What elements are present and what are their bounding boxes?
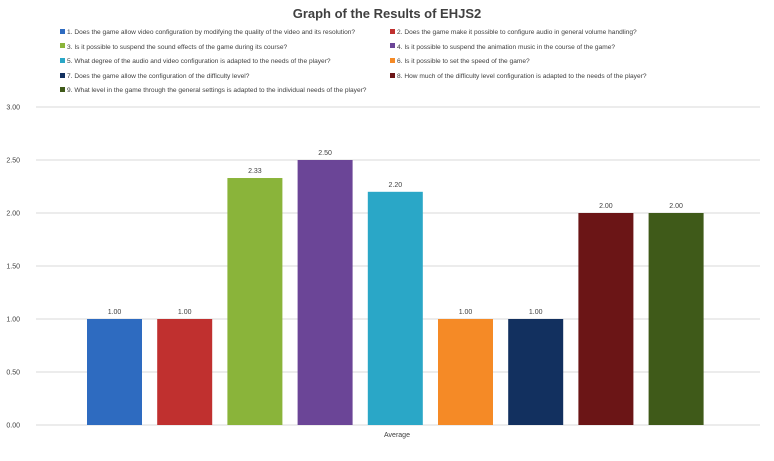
- legend-item-8: 8. How much of the difficulty level conf…: [390, 72, 647, 81]
- legend-swatch: [390, 43, 395, 49]
- y-tick-label: 0.00: [6, 423, 20, 430]
- bar-3: [227, 178, 283, 425]
- legend-item-3: 3. Is it possible to suspend the sound e…: [60, 43, 287, 52]
- x-category-label: Average: [384, 432, 410, 439]
- legend-swatch: [60, 87, 65, 93]
- y-tick-label: 2.00: [6, 211, 20, 218]
- data-label-9: 2.00: [669, 203, 683, 210]
- bar-8: [578, 213, 634, 425]
- chart-title: Graph of the Results of EHJS2: [292, 6, 482, 21]
- legend-swatch: [390, 28, 395, 34]
- data-label-5: 2.20: [388, 182, 402, 189]
- data-label-2: 1.00: [178, 309, 192, 316]
- data-label-4: 2.50: [318, 150, 332, 157]
- legend-item-9: 9. What level in the game through the ge…: [60, 86, 366, 95]
- data-label-8: 2.00: [599, 203, 613, 210]
- legend-item-1: 1. Does the game allow video configurati…: [60, 28, 355, 37]
- legend-label: 2. Does the game make it possible to con…: [397, 29, 637, 36]
- legend-item-6: 6. Is it possible to set the speed of th…: [390, 57, 530, 66]
- legend-label: 8. How much of the difficulty level conf…: [397, 72, 647, 80]
- y-tick-label: 1.50: [6, 264, 20, 271]
- legend-label: 1. Does the game allow video configurati…: [67, 29, 356, 36]
- bar-7: [508, 319, 564, 425]
- bar-4: [297, 160, 353, 425]
- bar-6: [438, 319, 493, 425]
- data-label-7: 1.00: [529, 309, 543, 316]
- legend-label: 6. Is it possible to set the speed of th…: [397, 58, 530, 66]
- legend-swatch: [390, 57, 395, 63]
- legend-label: 3. Is it possible to suspend the sound e…: [67, 43, 288, 51]
- data-label-1: 1.00: [108, 309, 122, 316]
- legend-swatch: [60, 72, 65, 78]
- y-tick-label: 3.00: [6, 105, 20, 112]
- legend-label: 9. What level in the game through the ge…: [67, 87, 367, 95]
- legend-item-4: 4. Is it possible to suspend the animati…: [390, 43, 615, 52]
- legend-item-2: 2. Does the game make it possible to con…: [390, 28, 637, 37]
- y-tick-label: 2.50: [6, 158, 20, 165]
- legend-item-7: 7. Does the game allow the configuration…: [60, 72, 249, 81]
- data-label-6: 1.00: [459, 309, 473, 316]
- legend-label: 4. Is it possible to suspend the animati…: [397, 43, 616, 51]
- legend-swatch: [60, 57, 65, 63]
- legend-item-5: 5. What degree of the audio and video co…: [60, 57, 331, 66]
- bar-9: [648, 213, 704, 425]
- y-tick-label: 0.50: [6, 370, 20, 377]
- legend-swatch: [390, 72, 395, 78]
- bar-1: [87, 319, 142, 425]
- y-tick-label: 1.00: [6, 317, 20, 324]
- legend-label: 7. Does the game allow the configuration…: [67, 72, 250, 80]
- bar-2: [157, 319, 213, 425]
- legend-swatch: [60, 43, 65, 49]
- data-label-3: 2.33: [248, 168, 262, 175]
- bar-5: [367, 191, 423, 425]
- legend-label: 5. What degree of the audio and video co…: [67, 58, 331, 66]
- legend-swatch: [60, 28, 65, 34]
